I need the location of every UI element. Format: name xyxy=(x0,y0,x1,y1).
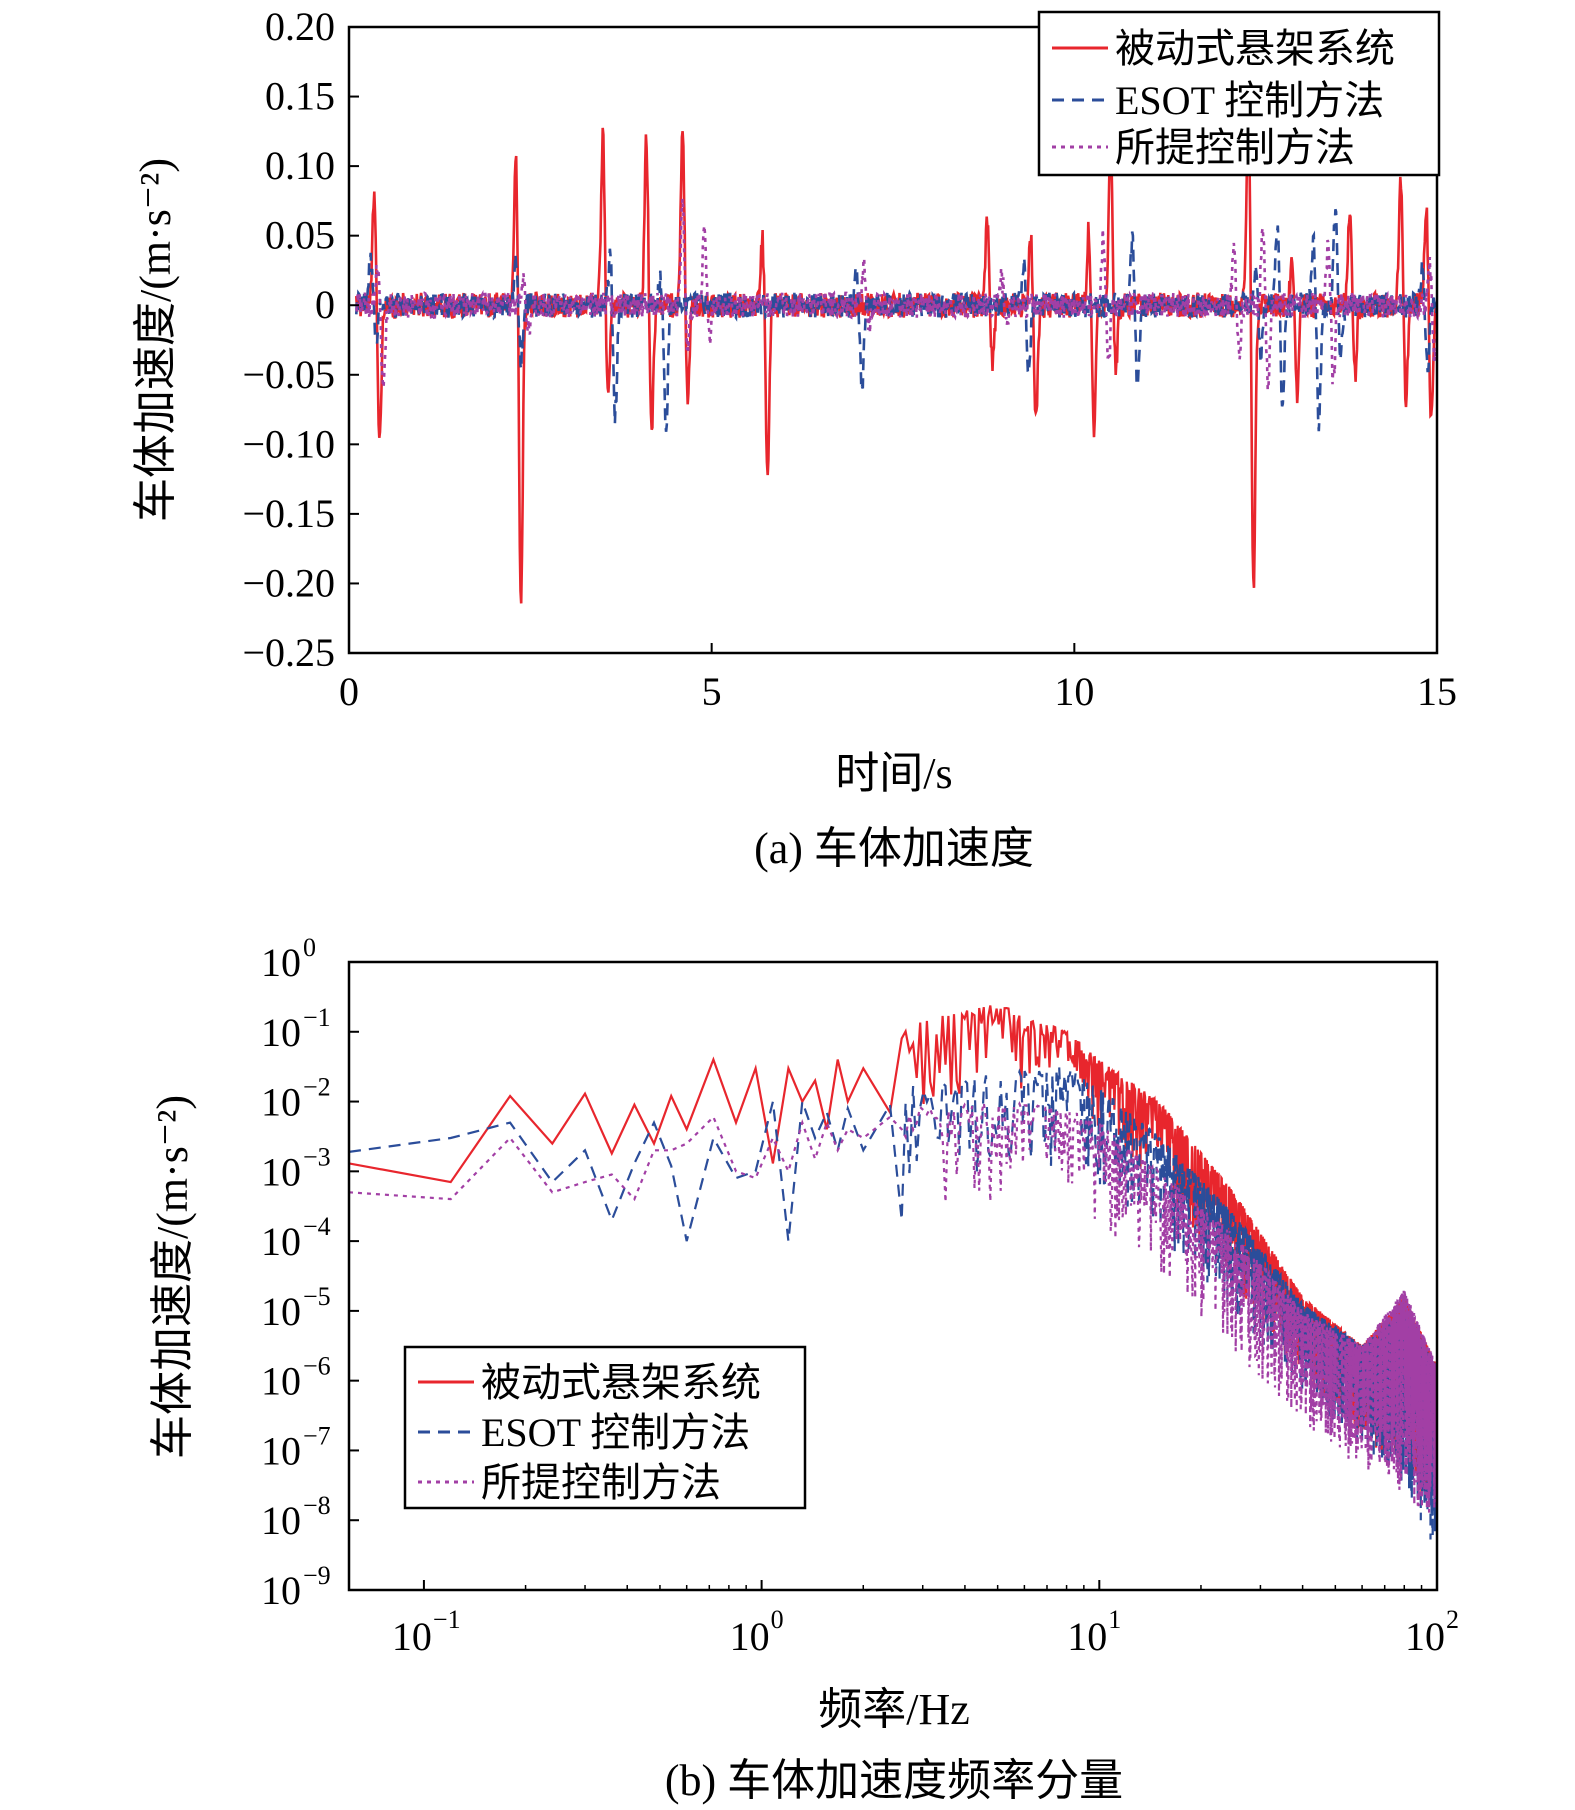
panel-b-legend-label-proposed: 所提控制方法 xyxy=(481,1460,721,1505)
panel-a-y-tick-label: 0.15 xyxy=(265,74,335,119)
panel-b-x-ticks: 10 −1 10 0 10 1 10 2 xyxy=(392,1580,1459,1659)
panel-a-series-group xyxy=(355,95,1437,604)
panel-b-x-tick-label: 10 xyxy=(392,1614,432,1659)
panel-b-y-tick-label: 10 xyxy=(261,1359,301,1404)
panel-a-x-tick-label: 0 xyxy=(339,669,359,714)
panel-a-y-ticks: 0.20 0.15 0.10 0.05 0 −0.05 −0.10 −0.15 −0.20 −0.… xyxy=(242,4,359,675)
panel-b-caption: (b) 车体加速度频率分量 xyxy=(665,1756,1123,1805)
panel-b-y-tick-label: 10 xyxy=(261,1498,301,1543)
panel-a-y-axis-label: 车体加速度/(m·s⁻²) xyxy=(131,158,180,522)
panel-b-y-tick-exponent: −8 xyxy=(303,1491,331,1520)
panel-a-y-tick-label: 0.10 xyxy=(265,143,335,188)
panel-b-y-tick-exponent: −7 xyxy=(303,1421,331,1450)
panel-a-plot-frame xyxy=(347,25,1439,655)
panel-a-y-tick-label: −0.20 xyxy=(242,560,335,605)
panel-b-y-tick-exponent: −4 xyxy=(303,1212,331,1241)
panel-a-legend-box xyxy=(1037,10,1441,177)
panel-a-legend: 被动式悬架系统 ESOT 控制方法 所提控制方法 xyxy=(1037,10,1441,177)
panel-b-y-tick-exponent: −5 xyxy=(303,1282,331,1311)
panel-b-legend-label-passive: 被动式悬架系统 xyxy=(481,1360,761,1405)
panel-b-x-tick-exponent: 1 xyxy=(1108,1605,1121,1634)
panel-b-x-tick-exponent: −1 xyxy=(433,1605,461,1634)
panel-a-x-tick-label: 10 xyxy=(1054,669,1094,714)
panel-b-y-axis-label: 车体加速度/(m·s⁻²) xyxy=(148,1095,197,1459)
panel-b-x-axis-label: 频率/Hz xyxy=(818,1685,970,1734)
panel-b-y-tick-label: 10 xyxy=(261,1149,301,1194)
panel-b-y-tick-label: 10 xyxy=(261,1568,301,1613)
panel-a-y-tick-label: 0 xyxy=(315,282,335,327)
panel-a-y-tick-label: −0.05 xyxy=(242,352,335,397)
panel-a-legend-label-esot: ESOT 控制方法 xyxy=(1115,78,1384,123)
panel-a-x-ticks: 0 5 10 15 xyxy=(339,643,1457,714)
panel-a-x-axis-label: 时间/s xyxy=(835,749,952,798)
panel-a-x-tick-label: 15 xyxy=(1417,669,1457,714)
panel-a-series-proposed xyxy=(355,198,1437,390)
panel-b-x-tick-exponent: 0 xyxy=(771,1605,784,1634)
panel-b-x-tick-exponent: 2 xyxy=(1446,1605,1459,1634)
panel-a-y-tick-label: −0.15 xyxy=(242,491,335,536)
panel-b-y-tick-label: 10 xyxy=(261,1289,301,1334)
panel-a-y-tick-label: 0.05 xyxy=(265,213,335,258)
panel-b-series-proposed xyxy=(349,1101,1437,1513)
panel-a-caption: (a) 车体加速度 xyxy=(754,824,1034,873)
panel-a-chart: 0.20 0.15 0.10 0.05 0 −0.05 −0.10 −0.15 −0.20 −0.… xyxy=(131,4,1457,873)
panel-b-y-tick-exponent: −3 xyxy=(303,1142,331,1171)
panel-b-legend-box xyxy=(403,1345,807,1510)
panel-a-x-tick-label: 5 xyxy=(702,669,722,714)
panel-b-y-tick-label: 10 xyxy=(261,1219,301,1264)
panel-a-legend-label-proposed: 所提控制方法 xyxy=(1115,125,1355,170)
panel-a-y-tick-label: −0.10 xyxy=(242,421,335,466)
panel-b-y-tick-label: 10 xyxy=(261,1010,301,1055)
panel-a-y-tick-label: −0.25 xyxy=(242,630,335,675)
panel-b-legend-label-esot: ESOT 控制方法 xyxy=(481,1410,750,1455)
panel-b-y-tick-label: 10 xyxy=(261,940,301,985)
panel-b-series-group xyxy=(349,1005,1437,1540)
panel-a-y-tick-label: 0.20 xyxy=(265,4,335,49)
panel-b-y-tick-label: 10 xyxy=(261,1428,301,1473)
panel-b-y-tick-exponent: −2 xyxy=(303,1073,331,1102)
panel-b-x-tick-label: 10 xyxy=(1067,1614,1107,1659)
panel-b-x-tick-label: 10 xyxy=(730,1614,770,1659)
panel-b-plot-frame xyxy=(347,960,1439,1592)
panel-a-legend-label-passive: 被动式悬架系统 xyxy=(1115,26,1395,71)
panel-b-legend: 被动式悬架系统 ESOT 控制方法 所提控制方法 xyxy=(403,1345,807,1510)
panel-b-y-tick-exponent: 0 xyxy=(303,933,316,962)
panel-b-y-tick-exponent: −9 xyxy=(303,1561,331,1590)
panel-b-y-tick-label: 10 xyxy=(261,1080,301,1125)
panel-b-y-tick-exponent: −6 xyxy=(303,1352,331,1381)
panel-b-y-tick-exponent: −1 xyxy=(303,1003,331,1032)
panel-b-x-tick-label: 10 xyxy=(1405,1614,1445,1659)
